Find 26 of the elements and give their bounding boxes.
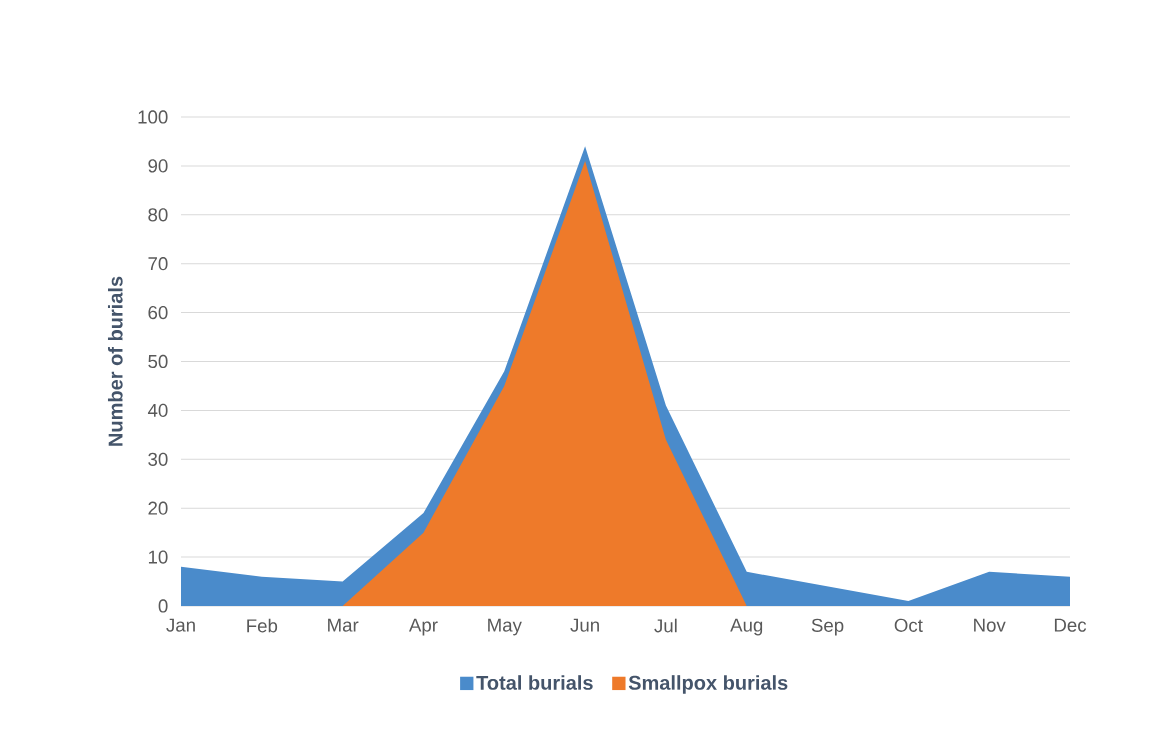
x-tick-label: Jun (570, 618, 599, 632)
x-tick-label: Apr (408, 618, 438, 636)
y-tick-label: 70 (148, 257, 168, 271)
x-tick-label: Mar (328, 618, 359, 632)
y-tick-label: 0 (158, 599, 168, 613)
x-tick-label: Dec (1054, 618, 1087, 632)
x-tick-label: Aug (730, 618, 763, 636)
y-tick-label: 20 (148, 501, 168, 515)
y-tick-label: 50 (148, 354, 168, 369)
y-tick-label: 80 (148, 208, 168, 222)
x-tick-label: Nov (974, 618, 1006, 632)
x-tick-label: Feb (247, 618, 278, 633)
y-tick-label: 10 (148, 550, 168, 564)
legend-label: Smallpox burials (628, 675, 788, 694)
y-tick-label: 40 (147, 403, 168, 417)
x-tick-label: Jul (654, 618, 677, 633)
y-axis-title: Number of burials (107, 276, 123, 446)
x-tick-label: Jan (166, 618, 195, 632)
y-tick-label: 30 (148, 452, 168, 466)
x-tick-label: Oct (894, 618, 923, 632)
legend-label: Total burials (476, 675, 593, 690)
y-tick-label: 60 (148, 305, 168, 320)
y-tick-label: 90 (148, 159, 168, 173)
y-tick-label: 100 (138, 110, 168, 124)
x-tick-label: May (488, 618, 522, 636)
x-tick-label: Sep (811, 618, 844, 636)
